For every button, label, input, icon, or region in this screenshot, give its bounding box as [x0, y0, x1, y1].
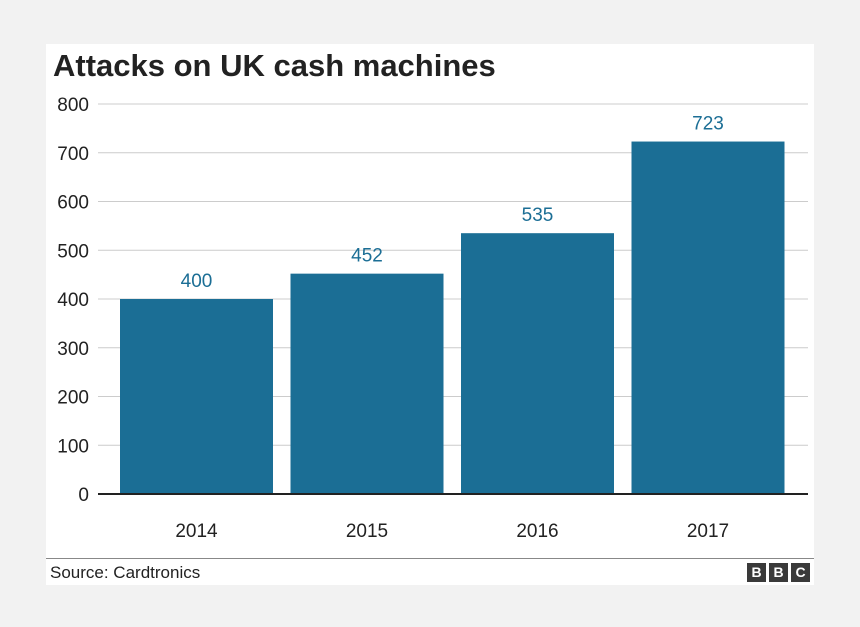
y-tick-label: 200 — [57, 388, 89, 409]
x-tick-label: 2014 — [175, 521, 218, 542]
bbc-logo-letter: B — [747, 563, 766, 582]
footer-divider — [46, 558, 814, 559]
bar-chart: 0 100 200 300 400 500 600 700 800 400 2014 452 2015 5… — [57, 95, 808, 542]
x-tick-label: 2017 — [687, 521, 729, 542]
chart-title: Attacks on UK cash machines — [53, 48, 496, 83]
data-label: 452 — [351, 246, 383, 267]
y-tick-label: 400 — [57, 290, 89, 311]
bar — [290, 273, 444, 494]
chart-card: Attacks on UK cash machines 0 100 200 300 40… — [46, 44, 814, 585]
bbc-logo-letter: B — [769, 563, 788, 582]
bbc-logo: B B C — [747, 563, 810, 582]
y-tick-label: 300 — [57, 339, 89, 360]
y-tick-label: 500 — [57, 241, 89, 262]
bar — [120, 299, 273, 494]
source-note: Source: Cardtronics — [50, 563, 201, 582]
y-tick-label: 100 — [57, 436, 89, 457]
y-tick-label: 600 — [57, 193, 89, 214]
bar — [461, 233, 614, 494]
data-label: 400 — [181, 271, 213, 292]
y-tick-label: 800 — [57, 95, 89, 116]
bar — [631, 141, 785, 494]
y-tick-label: 700 — [57, 144, 89, 165]
y-tick-label: 0 — [78, 485, 89, 506]
bbc-logo-letter: C — [791, 563, 810, 582]
x-tick-label: 2016 — [516, 521, 558, 542]
data-label: 723 — [692, 114, 724, 135]
x-tick-label: 2015 — [346, 521, 388, 542]
data-label: 535 — [522, 205, 554, 226]
